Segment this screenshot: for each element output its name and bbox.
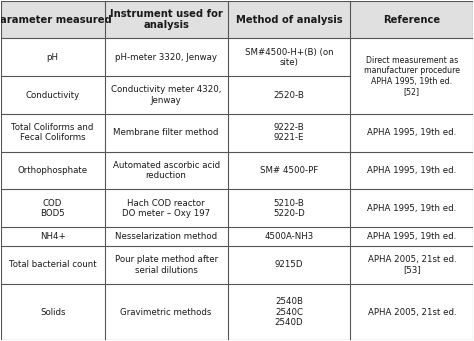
Bar (105, 39, 228, 76)
Text: 2520-B: 2520-B (273, 90, 304, 100)
Text: Conductivity meter 4320,
Jenway: Conductivity meter 4320, Jenway (111, 85, 221, 105)
Text: Conductivity: Conductivity (26, 90, 80, 100)
Text: Direct measurement as
manufacturer procedure
APHA 1995, 19th ed.
[52]: Direct measurement as manufacturer proce… (364, 56, 460, 96)
Text: NH4+: NH4+ (40, 232, 65, 241)
Text: Instrument used for
analysis: Instrument used for analysis (109, 9, 223, 30)
Text: Total bacterial count: Total bacterial count (9, 260, 97, 269)
Bar (105, 114, 228, 152)
Text: 5210-B
5220-D: 5210-B 5220-D (273, 198, 305, 218)
Text: SM# 4500-PF: SM# 4500-PF (260, 166, 318, 175)
Text: 9222-B
9221-E: 9222-B 9221-E (273, 123, 304, 143)
Bar (228, 152, 350, 189)
Text: Nesselarization method: Nesselarization method (115, 232, 217, 241)
Bar (350, 246, 474, 284)
Bar (228, 284, 350, 340)
Bar (228, 1, 350, 39)
Bar (105, 76, 228, 114)
Text: Pour plate method after
serial dilutions: Pour plate method after serial dilutions (115, 255, 218, 275)
Bar (0, 227, 105, 246)
Bar (350, 39, 474, 114)
Text: Reference: Reference (383, 15, 440, 25)
Text: 2540B
2540C
2540D: 2540B 2540C 2540D (274, 297, 303, 327)
Text: APHA 2005, 21st ed.: APHA 2005, 21st ed. (367, 308, 456, 316)
Bar (105, 227, 228, 246)
Text: Membrane filter method: Membrane filter method (113, 128, 219, 137)
Text: APHA 2005, 21st ed.
[53]: APHA 2005, 21st ed. [53] (367, 255, 456, 275)
Bar (0, 189, 105, 227)
Bar (0, 39, 105, 76)
Text: Automated ascorbic acid
reduction: Automated ascorbic acid reduction (112, 161, 219, 180)
Text: Gravimetric methods: Gravimetric methods (120, 308, 212, 316)
Bar (350, 114, 474, 152)
Text: 4500A-NH3: 4500A-NH3 (264, 232, 314, 241)
Text: APHA 1995, 19th ed.: APHA 1995, 19th ed. (367, 232, 456, 241)
Bar (105, 284, 228, 340)
Text: APHA 1995, 19th ed.: APHA 1995, 19th ed. (367, 166, 456, 175)
Bar (0, 76, 105, 114)
Bar (350, 152, 474, 189)
Text: 9215D: 9215D (275, 260, 303, 269)
Text: Solids: Solids (40, 308, 65, 316)
Text: pH: pH (46, 53, 59, 62)
Text: Method of analysis: Method of analysis (236, 15, 342, 25)
Bar (0, 1, 105, 39)
Bar (105, 246, 228, 284)
Bar (228, 189, 350, 227)
Text: Total Coliforms and
Fecal Coliforms: Total Coliforms and Fecal Coliforms (11, 123, 94, 143)
Bar (228, 39, 350, 76)
Text: APHA 1995, 19th ed.: APHA 1995, 19th ed. (367, 204, 456, 213)
Text: APHA 1995, 19th ed.: APHA 1995, 19th ed. (367, 128, 456, 137)
Bar (350, 1, 474, 39)
Text: Hach COD reactor
DO meter – Oxy 197: Hach COD reactor DO meter – Oxy 197 (122, 198, 210, 218)
Bar (105, 1, 228, 39)
Text: COD
BOD5: COD BOD5 (40, 198, 65, 218)
Bar (228, 227, 350, 246)
Bar (228, 114, 350, 152)
Bar (105, 189, 228, 227)
Bar (350, 189, 474, 227)
Bar (228, 246, 350, 284)
Bar (350, 284, 474, 340)
Bar (105, 152, 228, 189)
Bar (350, 227, 474, 246)
Text: SM#4500-H+(B) (on
site): SM#4500-H+(B) (on site) (245, 48, 333, 67)
Bar (0, 246, 105, 284)
Text: pH-meter 3320, Jenway: pH-meter 3320, Jenway (115, 53, 217, 62)
Bar (0, 284, 105, 340)
Text: Parameter measured: Parameter measured (0, 15, 112, 25)
Bar (228, 76, 350, 114)
Text: Orthophosphate: Orthophosphate (18, 166, 88, 175)
Bar (0, 152, 105, 189)
Bar (0, 114, 105, 152)
